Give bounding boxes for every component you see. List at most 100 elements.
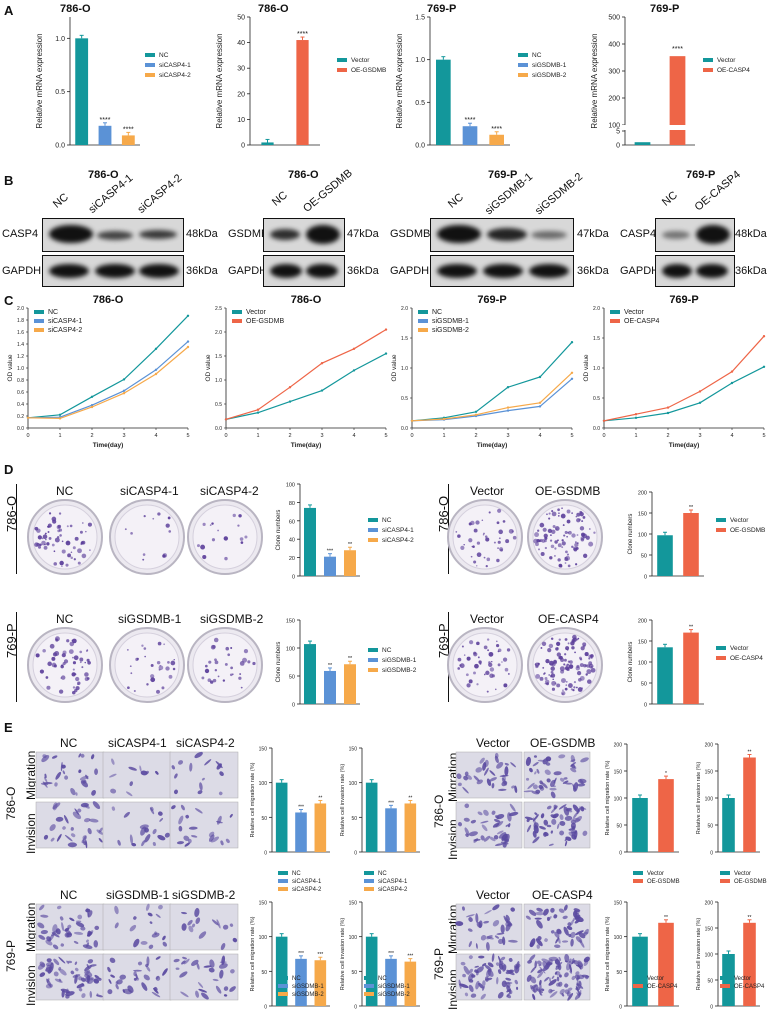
cell (215, 985, 222, 994)
blot-size-label: 48kDa (735, 228, 767, 240)
cell (494, 843, 504, 847)
cell (116, 979, 123, 985)
cell (561, 940, 569, 943)
bar (261, 142, 274, 145)
blot-row-label: GAPDH (2, 265, 42, 277)
panel-letter-e: E (4, 720, 13, 735)
colony (55, 638, 58, 641)
cell (480, 820, 489, 824)
x-axis-label: Time(day) (93, 442, 124, 449)
y-axis-label: Relative mRNA expression (395, 33, 404, 128)
y-axis-label: Relative cell migration rate (%) (250, 762, 256, 837)
cell (568, 958, 572, 963)
y-tick-label: 2.0 (593, 306, 600, 312)
x-tick-label: 2 (666, 433, 669, 439)
cell (61, 989, 65, 998)
blot-size-label: 47kDa (577, 228, 609, 240)
colony (488, 651, 494, 657)
data-point (474, 413, 478, 416)
colony (562, 689, 564, 692)
cell (567, 992, 574, 1001)
colony (482, 534, 485, 536)
significance-mark: *** (407, 954, 413, 960)
colony (72, 661, 77, 665)
colony (51, 543, 55, 547)
colony (473, 528, 478, 533)
colony (542, 666, 545, 669)
colony (504, 667, 509, 672)
legend-label: NC (378, 976, 387, 982)
cell (92, 801, 101, 810)
colony (547, 528, 553, 534)
cell (197, 982, 204, 988)
cell (475, 767, 483, 773)
legend-label: siCASP4-1 (378, 879, 408, 885)
colony (70, 556, 73, 559)
panel-c-charts: 786-O 0.0 0.2 0.4 0.6 0.8 1.0 1.2 1.4 1.6 1.8 2.0 0 1… (7, 294, 766, 449)
colony (497, 547, 499, 550)
x-tick-label: 2 (474, 433, 477, 439)
colony (39, 669, 45, 674)
cell (501, 980, 507, 988)
cell (505, 824, 509, 827)
colony (554, 540, 558, 544)
x-tick-label: 1 (634, 433, 637, 439)
transwell-image (169, 903, 239, 951)
legend-label: OE-CASP4 (624, 318, 660, 325)
cell (537, 969, 543, 974)
legend-swatch (703, 58, 713, 62)
cell (70, 833, 76, 838)
y-tick-label: 0 (264, 851, 267, 857)
colony (135, 657, 139, 661)
significance-mark: ** (748, 750, 752, 756)
cell (556, 976, 560, 982)
cell (563, 806, 570, 816)
cell (38, 934, 46, 940)
colony (48, 512, 52, 515)
legend-label: siCASP4-2 (48, 327, 82, 334)
y-tick-label: 0.5 (215, 402, 222, 408)
cell (504, 762, 509, 766)
cell (58, 956, 66, 964)
colony (130, 672, 133, 675)
colony (539, 538, 543, 543)
lane-label: siGSDMB-2 (532, 170, 586, 218)
cell (64, 932, 70, 938)
data-point (762, 335, 766, 338)
colony (72, 690, 76, 695)
colony (565, 648, 567, 650)
cell (183, 958, 190, 965)
colony (566, 663, 570, 666)
panel-letter-b: B (4, 173, 14, 188)
cell (463, 817, 470, 822)
cell (498, 832, 507, 839)
colony (565, 680, 568, 683)
colony (68, 649, 74, 655)
cell (550, 907, 555, 913)
x-tick-label: 0 (410, 433, 413, 439)
cell (500, 956, 506, 961)
legend-swatch (633, 984, 643, 988)
colony (229, 673, 233, 677)
cell (546, 778, 551, 783)
colony (496, 643, 500, 648)
cell (155, 770, 159, 775)
colony (579, 512, 584, 517)
colony (53, 664, 57, 668)
legend-label: OE-GSDMB (734, 879, 767, 885)
colony (536, 539, 540, 543)
colony (213, 637, 219, 643)
cell (510, 762, 517, 768)
cell (502, 936, 506, 946)
cell (53, 971, 59, 977)
colony (543, 672, 546, 675)
x-tick-label: 5 (570, 433, 573, 439)
legend-swatch (720, 984, 730, 988)
y-tick-label: 0.5 (593, 396, 600, 402)
chart-title: 769-P (669, 294, 698, 306)
data-point (256, 411, 260, 414)
colony (211, 538, 216, 542)
y-tick-label: 100 (349, 935, 358, 941)
cell (539, 826, 546, 830)
data-point (320, 389, 324, 392)
